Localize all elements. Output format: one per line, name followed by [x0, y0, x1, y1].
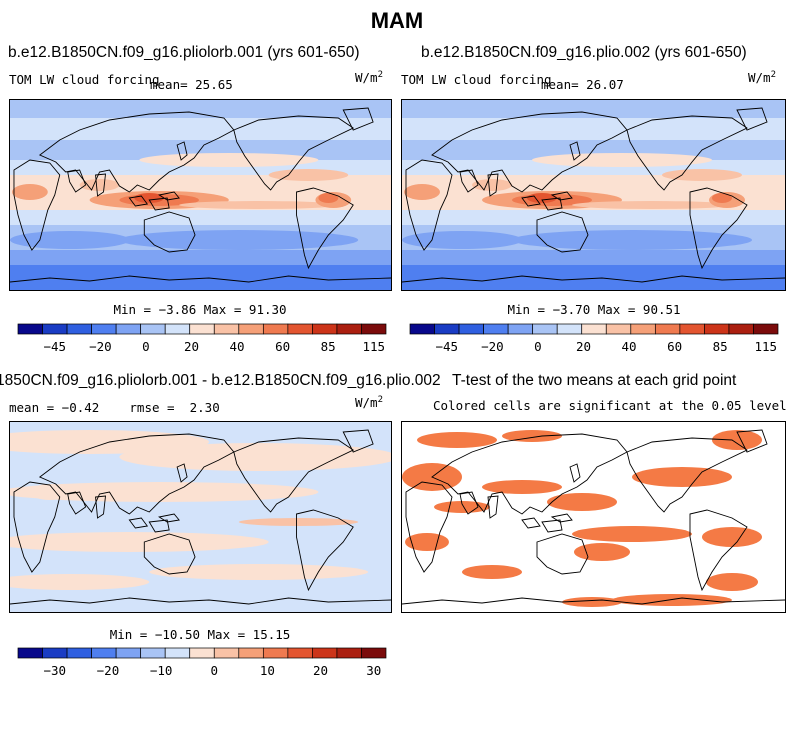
colorbar-tick-label: −30 [44, 663, 67, 678]
colorbar-tick-label: 20 [313, 663, 328, 678]
colorbar-tick-label: 85 [713, 339, 728, 354]
colorbar-swatch [17, 323, 43, 335]
colorbar-swatch [91, 323, 117, 335]
colorbar-swatch [654, 323, 681, 335]
colorbar-swatch [287, 647, 313, 659]
colorbar-tick-label: −45 [44, 339, 67, 354]
colorbar-tick-label: 0 [211, 663, 219, 678]
colorbar-swatch [556, 323, 583, 335]
colorbar-swatch [287, 323, 313, 335]
colorbar-swatch [164, 323, 191, 335]
colorbar-tick-label: 20 [184, 339, 199, 354]
colorbar-tick-label: 60 [667, 339, 682, 354]
panel1-variable-label: TOM LW cloud forcing [9, 72, 160, 87]
panel2-minmax: Min = −3.70 Max = 90.51 [507, 302, 681, 317]
figure-title: MAM [370, 8, 424, 33]
colorbar-tick-label: 115 [362, 339, 385, 354]
colorbar-swatch [605, 323, 632, 335]
colorbar-swatch [361, 323, 387, 335]
panel2-colorbar: −45 −20 0 20 40 60 85 115 [409, 323, 779, 362]
colorbar-swatch [262, 323, 289, 335]
colorbar-tick-label: −45 [436, 339, 459, 354]
colorbar-swatch [753, 323, 779, 335]
colorbar-swatch [312, 323, 338, 335]
panel4-subtitle: Colored cells are significant at the 0.0… [433, 398, 787, 413]
panel2-units: W/m2 [748, 70, 776, 86]
colorbar-swatch [458, 323, 484, 335]
colorbar-swatch [238, 323, 264, 335]
colorbar-swatch [189, 647, 215, 659]
colorbar-swatch [140, 323, 166, 335]
panel2-title: b.e12.B1850CN.f09_g16.plio.002 (yrs 601-… [421, 44, 747, 61]
panel2-mean: mean= 26.07 [541, 77, 624, 92]
colorbar-swatch [238, 647, 264, 659]
colorbar-tick-label: 85 [321, 339, 336, 354]
colorbar-tick-label: 115 [754, 339, 777, 354]
colorbar-tick-label: 40 [622, 339, 637, 354]
panel1-mean: mean= 25.65 [150, 77, 233, 92]
colorbar-swatch [213, 647, 240, 659]
colorbar-swatch [409, 323, 435, 335]
panel3-map [9, 421, 392, 613]
colorbar-swatch [507, 323, 534, 335]
colorbar-swatch [483, 323, 509, 335]
colorbar-swatch [312, 647, 338, 659]
colorbar-swatch [704, 323, 730, 335]
colorbar-tick-label: 40 [230, 339, 245, 354]
colorbar-tick-label: 20 [576, 339, 591, 354]
colorbar-tick-label: −20 [481, 339, 504, 354]
colorbar-swatch [189, 323, 215, 335]
colorbar-swatch [164, 647, 191, 659]
panel1-colorbar: −45 −20 0 20 40 60 85 115 [17, 323, 387, 362]
colorbar-swatch [728, 323, 754, 335]
colorbar-swatch [42, 647, 68, 659]
panel4-map [401, 421, 786, 613]
colorbar-tick-label: −10 [150, 663, 173, 678]
colorbar-swatch [679, 323, 705, 335]
colorbar-swatch [336, 647, 362, 659]
panel3-title: 1850CN.f09_g16.pliolorb.001 - b.e12.B185… [0, 372, 441, 389]
colorbar-swatch [115, 647, 142, 659]
colorbar-tick-label: 0 [142, 339, 150, 354]
colorbar-swatch [66, 323, 92, 335]
colorbar-swatch [630, 323, 656, 335]
colorbar-tick-label: 30 [366, 663, 381, 678]
panel2-map [401, 99, 786, 291]
colorbar-tick-label: −20 [89, 339, 112, 354]
panel1-units: W/m2 [355, 70, 383, 86]
colorbar-swatch [42, 323, 68, 335]
colorbar-swatch [17, 647, 43, 659]
panel3-stats: mean = −0.42 rmse = 2.30 [9, 400, 220, 415]
colorbar-swatch [262, 647, 289, 659]
colorbar-tick-label: 60 [275, 339, 290, 354]
colorbar-swatch [140, 647, 166, 659]
colorbar-swatch [532, 323, 558, 335]
panel3-minmax: Min = −10.50 Max = 15.15 [109, 627, 291, 642]
colorbar-swatch [336, 323, 362, 335]
colorbar-swatch [115, 323, 142, 335]
colorbar-swatch [434, 323, 460, 335]
panel2-variable-label: TOM LW cloud forcing [401, 72, 552, 87]
colorbar-tick-label: 10 [260, 663, 275, 678]
colorbar-swatch [213, 323, 240, 335]
colorbar-swatch [361, 647, 387, 659]
colorbar-swatch [66, 647, 92, 659]
panel3-units: W/m2 [355, 395, 383, 411]
panel4-title: T-test of the two means at each grid poi… [452, 372, 737, 389]
panel1-map [9, 99, 392, 291]
colorbar-tick-label: −20 [97, 663, 120, 678]
colorbar-swatch [581, 323, 607, 335]
colorbar-swatch [91, 647, 117, 659]
panel1-title: b.e12.B1850CN.f09_g16.pliolorb.001 (yrs … [8, 44, 360, 61]
panel1-minmax: Min = −3.86 Max = 91.30 [113, 302, 287, 317]
panel3-colorbar: −30 −20 −10 0 10 20 30 [17, 647, 387, 686]
colorbar-tick-label: 0 [534, 339, 542, 354]
